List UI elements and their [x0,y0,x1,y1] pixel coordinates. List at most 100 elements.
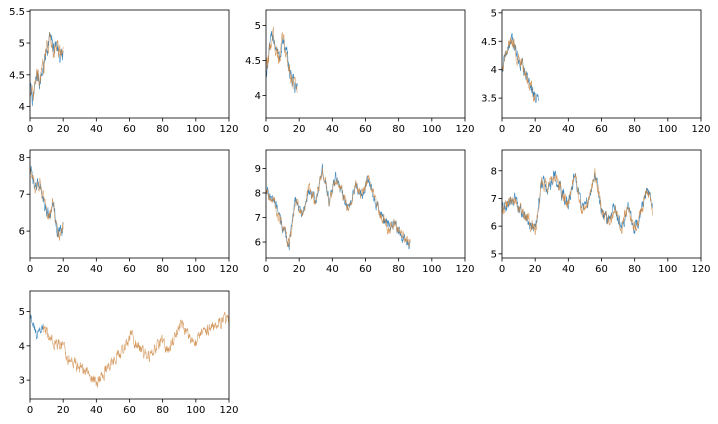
x-tick-label: 100 [422,264,441,275]
series-line-2 [30,168,64,241]
x-tick-label: 120 [691,124,710,135]
y-tick-label: 3 [19,376,25,387]
y-tick-label: 5 [491,8,497,19]
x-tick-label: 0 [27,264,33,275]
x-tick-label: 60 [595,124,608,135]
x-tick-label: 40 [90,264,103,275]
x-tick-label: 40 [90,124,103,135]
x-tick-label: 0 [27,405,33,416]
series-line-1 [502,170,653,234]
y-tick-label: 4.5 [245,56,261,67]
x-tick-label: 100 [186,405,205,416]
subplot-4: 0 20 40 60 80 100 120 6 7 8 [19,149,239,275]
axes-frame [501,9,702,119]
y-tick-label: 4 [19,102,25,113]
x-tick-label: 100 [186,124,205,135]
y-tick-label: 6 [255,238,261,249]
axes-frame [265,9,466,119]
x-tick-label: 120 [219,264,238,275]
y-tick-label: 6 [19,227,25,238]
y-tick-label: 5 [255,21,261,32]
x-tick-label: 20 [57,124,70,135]
series-line-1 [30,165,64,238]
x-tick-label: 100 [658,264,677,275]
y-tick-label: 4 [19,341,25,352]
y-tick-label: 5.5 [9,7,25,18]
series-line-2 [266,26,298,93]
x-tick-label: 20 [57,405,70,416]
y-tick-label: 8 [255,188,261,199]
x-tick-label: 80 [156,124,169,135]
x-tick-label: 80 [156,405,169,416]
x-tick-label: 80 [392,124,405,135]
x-tick-label: 60 [359,264,372,275]
x-tick-label: 80 [156,264,169,275]
x-tick-label: 60 [595,264,608,275]
x-tick-label: 0 [499,264,505,275]
subplot-7: 0 20 40 60 80 100 120 3 4 5 [19,290,239,416]
x-tick-label: 40 [90,405,103,416]
y-tick-label: 4.5 [9,70,25,81]
x-tick-label: 80 [628,264,641,275]
x-tick-label: 20 [529,264,542,275]
y-tick-label: 6 [491,222,497,233]
x-tick-label: 120 [219,405,238,416]
subplot-3: 0 20 40 60 80 100 120 3.5 4 4.5 5 [481,8,710,135]
series-line-1 [502,32,539,103]
x-tick-label: 100 [658,124,677,135]
y-tick-label: 4.5 [481,37,497,48]
series-line-1 [30,314,44,340]
x-tick-label: 60 [123,264,136,275]
subplot-2: 0 20 40 60 80 100 120 4 4.5 5 [245,9,475,135]
x-tick-label: 120 [455,264,474,275]
x-tick-label: 120 [219,124,238,135]
x-tick-label: 80 [392,264,405,275]
x-tick-label: 20 [57,264,70,275]
x-tick-label: 20 [529,124,542,135]
y-tick-label: 4 [491,65,497,76]
x-tick-label: 60 [123,405,136,416]
y-tick-label: 7 [255,213,261,224]
subplot-6: 0 20 40 60 80 100 120 5 6 7 8 [491,149,711,275]
subplot-1: 0 20 40 60 80 100 120 4 4.5 5 5.5 [9,7,238,135]
x-tick-label: 120 [455,124,474,135]
series-line-2 [502,168,654,235]
x-tick-label: 20 [293,264,306,275]
series-line-1 [266,163,411,251]
series-line-1 [30,31,64,107]
x-tick-label: 40 [562,264,575,275]
axes-frame [29,290,230,400]
y-tick-label: 7 [19,190,25,201]
y-tick-label: 7 [491,194,497,205]
y-tick-label: 9 [255,164,261,175]
y-tick-label: 3.5 [481,94,497,105]
x-tick-label: 40 [562,124,575,135]
axes-frame [29,149,230,259]
y-tick-label: 8 [491,166,497,177]
series-line-2 [42,311,229,388]
x-tick-label: 40 [326,124,339,135]
y-tick-label: 5 [19,307,25,318]
x-tick-label: 0 [263,124,269,135]
x-tick-label: 0 [499,124,505,135]
y-tick-label: 8 [19,153,25,164]
x-tick-label: 60 [359,124,372,135]
series-line-2 [266,168,411,248]
x-tick-label: 0 [263,264,269,275]
x-tick-label: 60 [123,124,136,135]
y-tick-label: 5 [491,249,497,260]
x-tick-label: 0 [27,124,33,135]
x-tick-label: 100 [186,264,205,275]
x-tick-label: 120 [691,264,710,275]
axes-frame [265,149,466,259]
y-tick-label: 4 [255,91,261,102]
series-line-2 [30,32,64,101]
axes-frame [29,9,230,119]
subplot-5: 0 20 40 60 80 100 120 6 7 8 9 [255,149,475,275]
series-line-1 [266,30,298,94]
x-tick-label: 40 [326,264,339,275]
y-tick-label: 5 [19,39,25,50]
x-tick-label: 20 [293,124,306,135]
